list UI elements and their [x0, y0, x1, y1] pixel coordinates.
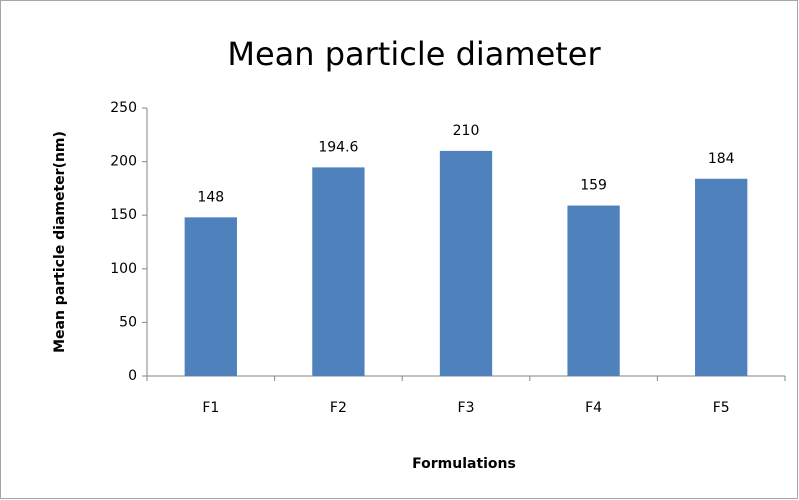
y-axis-label: Mean particle diameter(nm)	[52, 131, 68, 353]
bar	[439, 150, 493, 376]
data-label: 159	[580, 178, 607, 194]
y-tick-label: 50	[119, 314, 137, 330]
x-axis-label: Formulations	[412, 456, 516, 472]
bar	[695, 178, 748, 376]
bar	[567, 205, 620, 376]
x-tick-label: F5	[713, 400, 730, 416]
y-tick-label: 150	[110, 207, 137, 223]
data-label: 148	[197, 189, 224, 205]
y-tick-label: 250	[110, 100, 137, 116]
data-label: 194.6	[318, 139, 358, 155]
y-tick-label: 200	[110, 154, 137, 170]
data-label: 184	[708, 151, 735, 167]
x-tick-label: F4	[585, 400, 602, 416]
chart-title: Mean particle diameter	[227, 35, 601, 73]
data-label: 210	[453, 123, 480, 139]
bar	[184, 217, 237, 376]
x-tick-label: F3	[458, 400, 475, 416]
y-tick-label: 0	[128, 368, 137, 384]
bar	[312, 167, 365, 376]
x-tick-label: F1	[202, 400, 219, 416]
x-tick-label: F2	[330, 400, 347, 416]
y-tick-label: 100	[110, 261, 137, 277]
